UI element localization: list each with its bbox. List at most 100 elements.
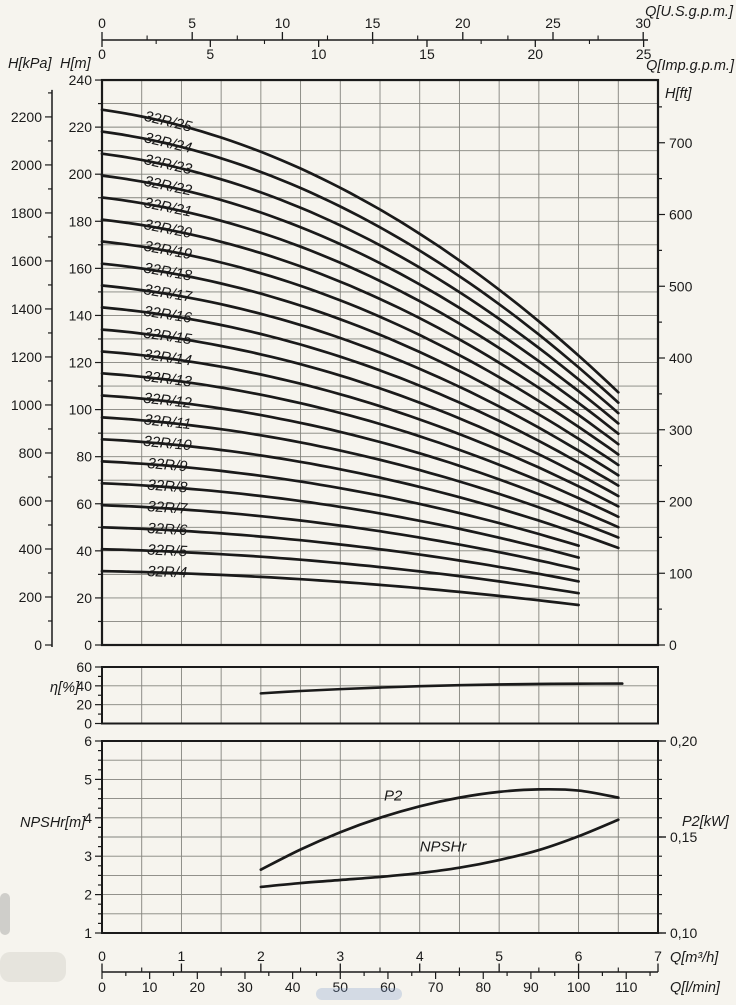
tick-label: 0 [98, 46, 106, 62]
axis-title-q-impgpm: Q[Imp.g.p.m.] [646, 58, 735, 74]
curve-32R/8 [100, 481, 580, 559]
tick-label: 5 [495, 948, 503, 964]
tick-label: 70 [428, 979, 444, 995]
tick-label: 25 [545, 15, 561, 31]
tick-label: 25 [636, 46, 652, 62]
tick-label: 0 [84, 716, 92, 732]
curve-32R/13 [100, 371, 620, 519]
tick-label: 4 [84, 810, 92, 826]
tick-label: 3 [84, 848, 92, 864]
axis-title-p2: P2[kW] [682, 814, 730, 830]
tick-label: 140 [69, 307, 93, 323]
tick-label: 50 [332, 979, 348, 995]
curve-32R/10 [100, 437, 620, 550]
tick-label: 0 [98, 15, 106, 31]
curve-32R/14 [100, 350, 620, 508]
tick-label: 30 [635, 15, 651, 31]
tick-label: 2 [84, 887, 92, 903]
axis-title-npshr: NPSHr[m] [20, 815, 86, 831]
curve-label-32R/9: 32R/9 [147, 455, 189, 475]
curve-32R/25 [100, 108, 620, 394]
tick-label: 40 [285, 979, 301, 995]
curve-label-32R/11: 32R/11 [143, 411, 192, 433]
tick-label: 60 [380, 979, 396, 995]
axis-title-h-kpa: H[kPa] [8, 56, 52, 72]
axis-title-q-usgpm: Q[U.S.g.p.m.] [645, 4, 734, 20]
axis-title-h-m: H[m] [60, 56, 92, 72]
tick-label: 1600 [11, 253, 42, 269]
curve-label-32R/4: 32R/4 [147, 563, 188, 581]
tick-label: 4 [416, 948, 424, 964]
tick-label: 1400 [11, 301, 42, 317]
curve-label-npshr: NPSHr [420, 839, 468, 856]
axis-title-eta: η[%] [50, 680, 80, 696]
tick-label: 0,10 [670, 925, 697, 941]
tick-label: 220 [69, 119, 93, 135]
tick-label: 100 [669, 565, 693, 581]
tick-label: 0 [84, 637, 92, 653]
tick-label: 20 [528, 46, 544, 62]
tick-label: 600 [19, 493, 43, 509]
curve-32R/20 [100, 218, 620, 446]
tick-label: 5 [206, 46, 214, 62]
tick-label: 15 [365, 15, 381, 31]
tick-label: 20 [455, 15, 471, 31]
tick-label: 0,20 [670, 733, 697, 749]
curve-label-32R/5: 32R/5 [147, 542, 188, 561]
curve-label-32R/8: 32R/8 [147, 477, 189, 497]
curve-label-32R/13: 32R/13 [143, 368, 194, 391]
tick-label: 300 [669, 422, 693, 438]
curve-label-32R/7: 32R/7 [147, 498, 189, 518]
tick-label: 400 [669, 350, 693, 366]
axis-title-h-ft: H[ft] [665, 86, 693, 102]
curve-32R/4 [100, 569, 580, 607]
tick-label: 2200 [11, 109, 42, 125]
tick-label: 10 [311, 46, 327, 62]
curve-label-32R/16: 32R/16 [142, 303, 193, 327]
curve-32R/21 [100, 196, 620, 436]
curve-label-32R/6: 32R/6 [147, 520, 189, 539]
curve-32R/11 [100, 416, 620, 539]
tick-label: 1 [178, 948, 186, 964]
curve-32R/24 [100, 130, 620, 404]
tick-label: 20 [76, 590, 92, 606]
tick-label: 100 [567, 979, 591, 995]
tick-label: 5 [188, 15, 196, 31]
tick-label: 2 [257, 948, 265, 964]
curve-32R/7 [100, 503, 580, 571]
curve-32R/23 [100, 152, 620, 415]
curve-32R/19 [100, 240, 620, 456]
tick-label: 60 [76, 659, 92, 675]
curve-p2 [259, 787, 620, 871]
tick-label: 0 [98, 948, 106, 964]
curve-32R/16 [100, 306, 620, 487]
tick-label: 240 [69, 72, 93, 88]
tick-label: 20 [190, 979, 206, 995]
tick-label: 200 [69, 166, 93, 182]
curve-npshr [259, 818, 620, 889]
tick-label: 20 [76, 697, 92, 713]
tick-label: 80 [475, 979, 491, 995]
tick-label: 0 [98, 979, 106, 995]
tick-label: 400 [19, 541, 43, 557]
tick-label: 90 [523, 979, 539, 995]
tick-label: 40 [76, 678, 92, 694]
curve-eta [259, 682, 624, 695]
curve-label-32R/12: 32R/12 [143, 390, 194, 412]
curve-label-32R/18: 32R/18 [142, 260, 193, 285]
tick-label: 5 [84, 771, 92, 787]
tick-label: 1200 [11, 349, 42, 365]
tick-label: 80 [76, 449, 92, 465]
generated-chart-layer: 0204060801001201401601802002202400200400… [11, 15, 698, 995]
curve-32R/6 [100, 525, 580, 583]
tick-label: 0 [669, 637, 677, 653]
tick-label: 1000 [11, 397, 42, 413]
tick-label: 160 [69, 260, 93, 276]
curve-label-32R/10: 32R/10 [143, 433, 193, 454]
tick-label: 0 [34, 637, 42, 653]
tick-label: 15 [419, 46, 435, 62]
tick-label: 500 [669, 278, 693, 294]
tick-label: 0,15 [670, 829, 697, 845]
tick-label: 100 [69, 402, 93, 418]
